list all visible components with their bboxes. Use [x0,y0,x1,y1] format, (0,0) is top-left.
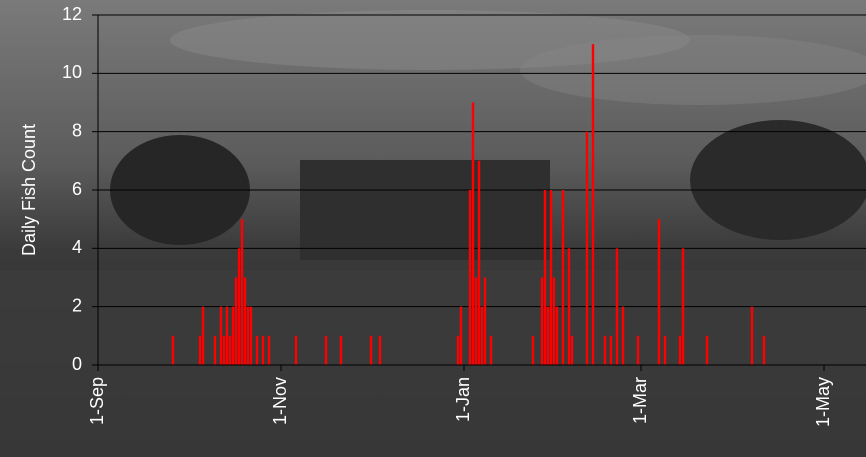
y-tick-label: 12 [62,4,82,24]
bar [225,306,229,365]
bar [249,306,253,365]
y-tick-label: 4 [72,237,82,257]
bar [636,335,640,365]
bar [555,306,559,365]
bar [255,335,259,365]
bar [231,306,235,365]
bar [243,277,247,365]
x-tick-label: 1-Nov [270,377,290,425]
y-tick-label: 8 [72,120,82,140]
bar [705,335,709,365]
bar [471,102,475,365]
cloud [170,10,690,70]
y-axis-label: Daily Fish Count [19,124,39,256]
bar [552,277,556,365]
bar [339,335,343,365]
trees [300,160,550,260]
bar [369,335,373,365]
bar [237,248,241,365]
bar [531,335,535,365]
bar [561,190,565,365]
bar [678,335,682,365]
x-tick-label: 1-Mar [630,377,650,424]
bar [750,306,754,365]
bar [459,306,463,365]
y-tick-label: 2 [72,295,82,315]
bar [546,306,550,365]
bar [585,131,589,365]
cloud [520,35,866,105]
bar [621,306,625,365]
water [0,270,866,457]
x-tick-label: 1-Jan [453,377,473,422]
bar [663,335,667,365]
bar [198,335,202,365]
bar [615,248,619,365]
bar [681,248,685,365]
y-tick-label: 0 [72,354,82,374]
tree [690,120,866,240]
bar [222,335,226,365]
bar [240,219,244,365]
bar [171,335,175,365]
bar [468,190,472,365]
bar [378,335,382,365]
bar [609,335,613,365]
bar [294,335,298,365]
bar [762,335,766,365]
bar [480,306,484,365]
x-tick-label: 1-May [813,377,833,427]
bar [474,277,478,365]
bar [213,335,217,365]
y-tick-label: 6 [72,179,82,199]
bar [234,277,238,365]
bar [483,277,487,365]
bar [603,335,607,365]
bar [477,160,481,365]
bar [219,306,223,365]
x-tick-label: 1-Sep [87,377,107,425]
bar [201,306,205,365]
bar [570,335,574,365]
bar [591,44,595,366]
bar [549,190,553,365]
bar [267,335,271,365]
bar [567,248,571,365]
bar [543,190,547,365]
bar [657,219,661,365]
bar [246,306,250,365]
bar [261,335,265,365]
bar [489,335,493,365]
y-tick-label: 10 [62,62,82,82]
bar [540,277,544,365]
bar [324,335,328,365]
bar [456,335,460,365]
bar [228,335,232,365]
